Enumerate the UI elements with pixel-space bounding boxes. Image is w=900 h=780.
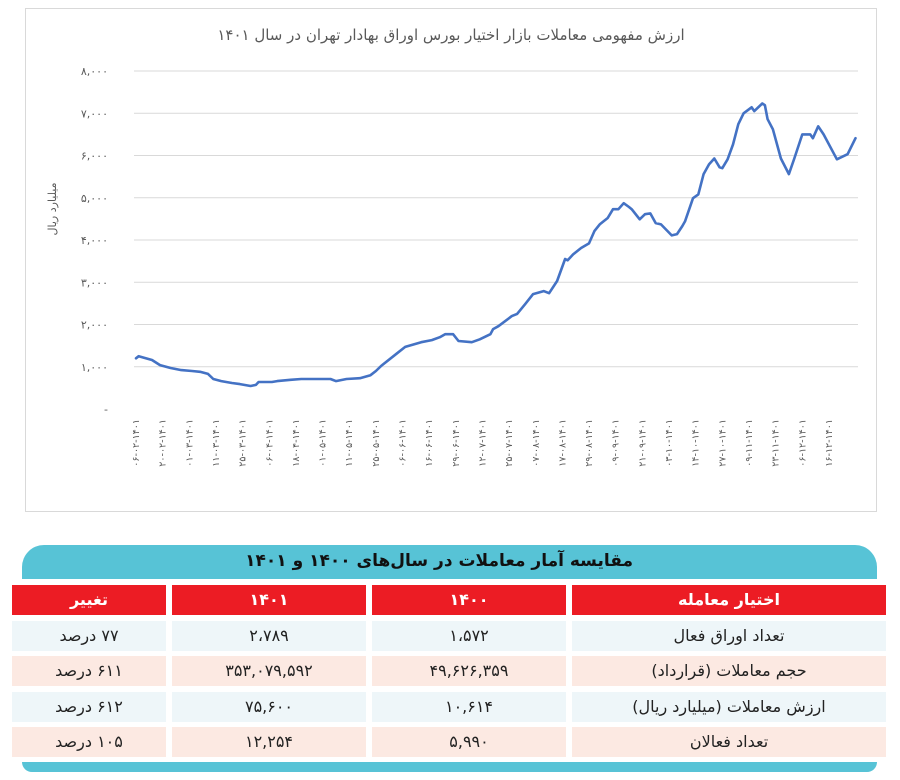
value-1401: ۱۲,۲۵۴	[172, 727, 366, 757]
x-tick-label: ۲۰-۰۲-۱۴۰۱	[158, 419, 169, 467]
x-tick-label: ۲۳-۱۱-۱۴۰۱	[771, 419, 782, 467]
y-tick-label: ۷,۰۰۰	[81, 107, 108, 120]
x-tick-label: ۱۷-۰۸-۱۴۰۱	[557, 419, 568, 467]
y-tick-label: ۱,۰۰۰	[81, 361, 108, 374]
y-tick-label: ۶,۰۰۰	[81, 150, 108, 163]
header-option: اختیار معامله	[572, 585, 886, 615]
table-row: ارزش معاملات (میلیارد ریال) ۱۰,۶۱۴ ۷۵,۶۰…	[12, 692, 888, 722]
x-tick-label: ۰۶-۰۶-۱۴۰۱	[398, 419, 409, 467]
value-1401: ۳۵۳,۰۷۹,۵۹۲	[172, 656, 366, 686]
header-1401: ۱۴۰۱	[172, 585, 366, 615]
y-tick-label: ۲,۰۰۰	[81, 319, 108, 332]
x-tick-label: ۲۹-۰۸-۱۴۰۱	[584, 419, 595, 467]
x-tick-label: ۱۶-۱۲-۱۴۰۱	[824, 419, 835, 467]
value-1400: ۴۹,۶۲۶,۳۵۹	[372, 656, 566, 686]
value-change: ۶۱۲ درصد	[12, 692, 166, 722]
y-tick-label: ۸,۰۰۰	[81, 65, 108, 78]
x-tick-label: ۱۱-۰۳-۱۴۰۱	[211, 419, 222, 467]
x-tick-label: ۱۶-۰۶-۱۴۰۱	[424, 419, 435, 467]
x-tick-label: ۰۱-۰۵-۱۴۰۱	[318, 419, 329, 467]
value-change: ۶۱۱ درصد	[12, 656, 166, 686]
table-row: تعداد اوراق فعال ۱،۵۷۲ ۲،۷۸۹ ۷۷ درصد	[12, 621, 888, 651]
x-tick-label: ۲۷-۱۰-۱۴۰۱	[717, 419, 728, 467]
table-title-bar: مقایسه آمار معاملات در سال‌های ۱۴۰۰ و ۱۴…	[22, 545, 877, 579]
y-axis-label: میلیارد ریال	[46, 182, 59, 235]
value-1401: ۷۵,۶۰۰	[172, 692, 366, 722]
x-tick-label: ۰۷-۰۸-۱۴۰۱	[531, 419, 542, 467]
row-label: تعداد اوراق فعال	[572, 621, 886, 651]
table-bottom-bar	[22, 762, 877, 772]
value-1401: ۲،۷۸۹	[172, 621, 366, 651]
x-tick-label: ۱۸-۰۴-۱۴۰۱	[291, 419, 302, 467]
x-tick-label: ۰۶-۰۲-۱۴۰۱	[131, 419, 142, 467]
chart-canvas: ارزش مفهومی معاملات بازار اختیار بورس او…	[46, 26, 858, 467]
value-1400: ۵,۹۹۰	[372, 727, 566, 757]
x-tick-label: ۲۵-۰۳-۱۴۰۱	[238, 419, 249, 467]
x-tick-label: ۱۲-۰۷-۱۴۰۱	[477, 419, 488, 467]
row-label: ارزش معاملات (میلیارد ریال)	[572, 692, 886, 722]
y-tick-label: -	[104, 403, 108, 416]
value-change: ۱۰۵ درصد	[12, 727, 166, 757]
table-header-row: اختیار معامله ۱۴۰۰ ۱۴۰۱ تغییر	[12, 585, 888, 615]
table-row: حجم معاملات (قرارداد) ۴۹,۶۲۶,۳۵۹ ۳۵۳,۰۷۹…	[12, 656, 888, 686]
y-tick-label: ۳,۰۰۰	[81, 276, 108, 289]
x-tick-label: ۰۹-۰۹-۱۴۰۱	[611, 419, 622, 467]
x-tick-label: ۰۳-۱۰-۱۴۰۱	[664, 419, 675, 467]
value-1400: ۱،۵۷۲	[372, 621, 566, 651]
value-1400: ۱۰,۶۱۴	[372, 692, 566, 722]
header-change: تغییر	[12, 585, 166, 615]
x-tick-label: ۱۱-۰۵-۱۴۰۱	[344, 419, 355, 467]
header-1400: ۱۴۰۰	[372, 585, 566, 615]
row-label: تعداد فعالان	[572, 727, 886, 757]
x-tick-label: ۲۱-۰۹-۱۴۰۱	[637, 419, 648, 467]
y-tick-label: ۴,۰۰۰	[81, 234, 108, 247]
row-label: حجم معاملات (قرارداد)	[572, 656, 886, 686]
line-chart: ارزش مفهومی معاملات بازار اختیار بورس او…	[25, 8, 877, 512]
x-tick-label: ۲۹-۰۶-۱۴۰۱	[451, 419, 462, 467]
value-change: ۷۷ درصد	[12, 621, 166, 651]
series-line	[134, 102, 857, 388]
table-row: تعداد فعالان ۵,۹۹۰ ۱۲,۲۵۴ ۱۰۵ درصد	[12, 727, 888, 757]
chart-title: ارزش مفهومی معاملات بازار اختیار بورس او…	[217, 26, 684, 44]
comparison-table: مقایسه آمار معاملات در سال‌های ۱۴۰۰ و ۱۴…	[12, 545, 888, 775]
table-title: مقایسه آمار معاملات در سال‌های ۱۴۰۰ و ۱۴…	[245, 551, 633, 571]
y-tick-label: ۵,۰۰۰	[81, 192, 108, 205]
x-tick-label: ۱۴-۱۰-۱۴۰۱	[691, 419, 702, 467]
x-tick-label: ۰۶-۰۴-۱۴۰۱	[264, 419, 275, 467]
x-tick-label: ۰۹-۱۱-۱۴۰۱	[744, 419, 755, 467]
x-tick-label: ۲۵-۰۷-۱۴۰۱	[504, 419, 515, 467]
x-tick-label: ۰۱-۰۳-۱۴۰۱	[184, 419, 195, 467]
x-tick-label: ۰۶-۱۲-۱۴۰۱	[797, 419, 808, 467]
x-tick-label: ۲۵-۰۵-۱۴۰۱	[371, 419, 382, 467]
